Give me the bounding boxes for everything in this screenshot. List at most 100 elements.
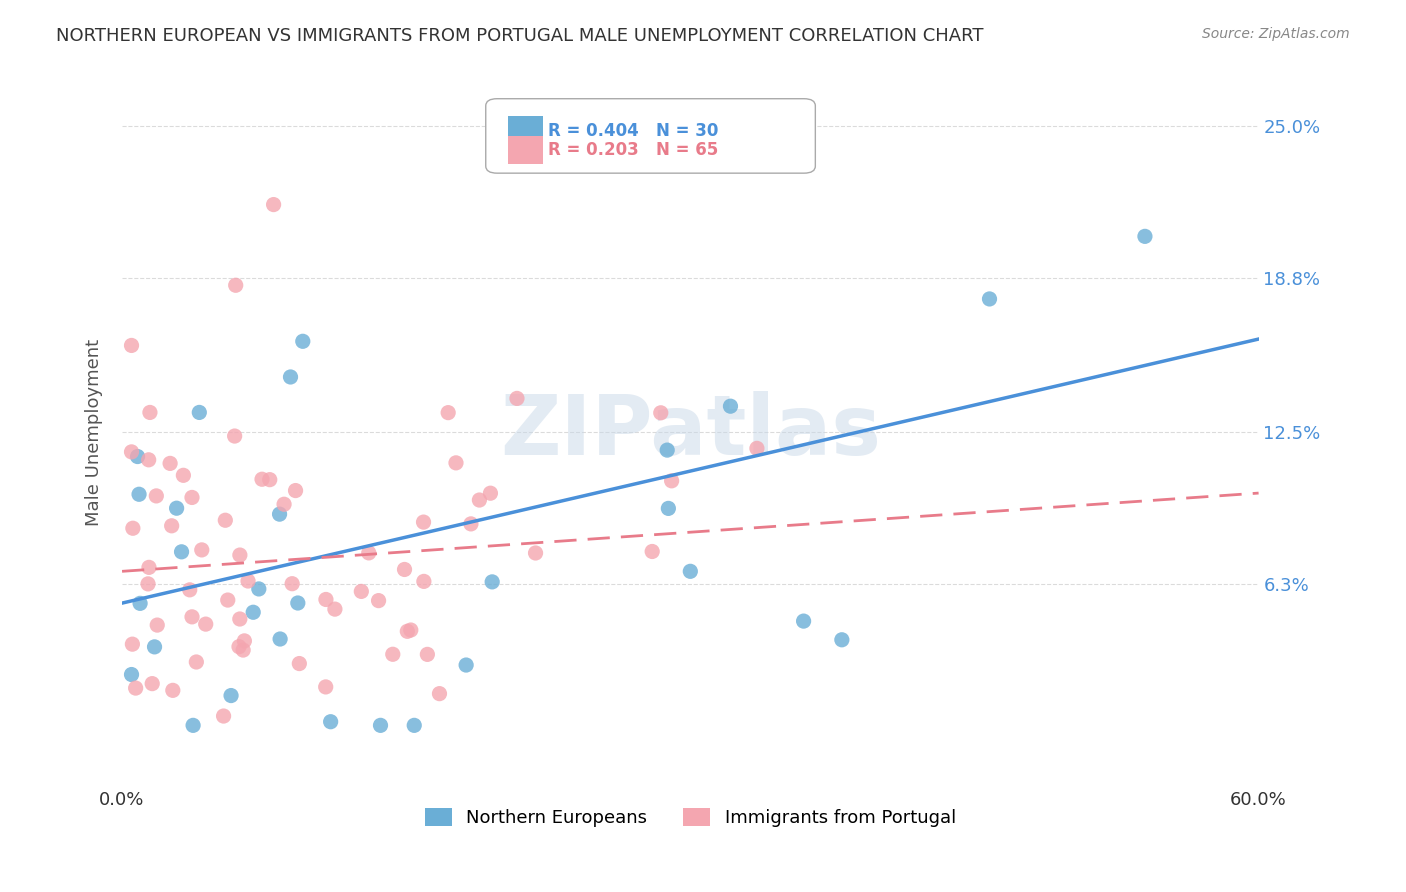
Immigrants from Portugal — [394, 562, 416, 576]
Immigrants from Portugal — [650, 406, 672, 420]
Immigrants from Portugal — [350, 584, 373, 599]
Immigrants from Portugal — [145, 489, 167, 503]
Northern Europeans — [793, 614, 815, 628]
Northern Europeans — [679, 564, 702, 578]
Immigrants from Portugal — [214, 513, 236, 527]
Text: NORTHERN EUROPEAN VS IMMIGRANTS FROM PORTUGAL MALE UNEMPLOYMENT CORRELATION CHAR: NORTHERN EUROPEAN VS IMMIGRANTS FROM POR… — [56, 27, 984, 45]
Immigrants from Portugal — [138, 560, 160, 574]
Immigrants from Portugal — [323, 602, 346, 616]
Immigrants from Portugal — [138, 452, 160, 467]
Northern Europeans — [456, 658, 478, 673]
Immigrants from Portugal — [224, 429, 246, 443]
Northern Europeans — [127, 450, 149, 464]
Immigrants from Portugal — [429, 687, 451, 701]
Immigrants from Portugal — [228, 640, 250, 654]
Northern Europeans — [121, 667, 143, 681]
Immigrants from Portugal — [179, 582, 201, 597]
Northern Europeans — [287, 596, 309, 610]
Immigrants from Portugal — [136, 577, 159, 591]
Immigrants from Portugal — [160, 518, 183, 533]
Immigrants from Portugal — [288, 657, 311, 671]
Immigrants from Portugal — [124, 681, 146, 695]
Immigrants from Portugal — [468, 493, 491, 508]
Northern Europeans — [242, 605, 264, 619]
Immigrants from Portugal — [460, 516, 482, 531]
Immigrants from Portugal — [412, 574, 434, 589]
Immigrants from Portugal — [284, 483, 307, 498]
Immigrants from Portugal — [479, 486, 502, 500]
Immigrants from Portugal — [141, 676, 163, 690]
Immigrants from Portugal — [121, 338, 143, 352]
Immigrants from Portugal — [745, 442, 768, 456]
Immigrants from Portugal — [121, 637, 143, 651]
Northern Europeans — [319, 714, 342, 729]
Immigrants from Portugal — [367, 593, 389, 607]
Text: R = 0.203   N = 65: R = 0.203 N = 65 — [548, 141, 718, 159]
Northern Europeans — [143, 640, 166, 654]
Northern Europeans — [269, 507, 291, 521]
Immigrants from Portugal — [233, 633, 256, 648]
Immigrants from Portugal — [162, 683, 184, 698]
Immigrants from Portugal — [121, 521, 143, 535]
Northern Europeans — [247, 582, 270, 596]
Immigrants from Portugal — [225, 278, 247, 293]
Immigrants from Portugal — [232, 643, 254, 657]
Immigrants from Portugal — [191, 542, 214, 557]
Text: R = 0.404   N = 30: R = 0.404 N = 30 — [548, 121, 718, 140]
Immigrants from Portugal — [186, 655, 208, 669]
Immigrants from Portugal — [159, 456, 181, 470]
Northern Europeans — [1133, 229, 1156, 244]
Immigrants from Portugal — [217, 593, 239, 607]
Northern Europeans — [657, 443, 679, 458]
Immigrants from Portugal — [416, 648, 439, 662]
Northern Europeans — [219, 689, 242, 703]
Immigrants from Portugal — [506, 392, 529, 406]
Immigrants from Portugal — [315, 592, 337, 607]
Immigrants from Portugal — [524, 546, 547, 560]
Northern Europeans — [166, 501, 188, 516]
Northern Europeans — [170, 545, 193, 559]
Immigrants from Portugal — [236, 574, 259, 588]
Immigrants from Portugal — [281, 576, 304, 591]
Northern Europeans — [280, 370, 302, 384]
Northern Europeans — [404, 718, 426, 732]
Immigrants from Portugal — [139, 405, 162, 419]
FancyBboxPatch shape — [509, 117, 543, 145]
Immigrants from Portugal — [263, 197, 285, 211]
Northern Europeans — [481, 574, 503, 589]
Immigrants from Portugal — [121, 445, 143, 459]
Immigrants from Portugal — [437, 406, 460, 420]
Immigrants from Portugal — [661, 474, 683, 488]
Immigrants from Portugal — [259, 473, 281, 487]
FancyBboxPatch shape — [509, 136, 543, 164]
Immigrants from Portugal — [381, 647, 404, 661]
Immigrants from Portugal — [229, 612, 252, 626]
Immigrants from Portugal — [396, 624, 419, 639]
Immigrants from Portugal — [229, 548, 252, 562]
Northern Europeans — [188, 405, 211, 419]
Text: Source: ZipAtlas.com: Source: ZipAtlas.com — [1202, 27, 1350, 41]
Immigrants from Portugal — [181, 610, 204, 624]
FancyBboxPatch shape — [485, 99, 815, 173]
Immigrants from Portugal — [273, 497, 295, 511]
Immigrants from Portugal — [181, 491, 204, 505]
Immigrants from Portugal — [357, 546, 380, 560]
Northern Europeans — [128, 487, 150, 501]
Immigrants from Portugal — [250, 472, 273, 486]
Northern Europeans — [129, 596, 152, 610]
Text: ZIPatlas: ZIPatlas — [499, 392, 880, 473]
Immigrants from Portugal — [444, 456, 467, 470]
Northern Europeans — [720, 399, 742, 413]
Legend: Northern Europeans, Immigrants from Portugal: Northern Europeans, Immigrants from Port… — [418, 800, 963, 834]
Immigrants from Portugal — [194, 617, 217, 632]
Northern Europeans — [291, 334, 314, 349]
Immigrants from Portugal — [412, 515, 434, 529]
Northern Europeans — [269, 632, 291, 646]
Immigrants from Portugal — [315, 680, 337, 694]
Immigrants from Portugal — [399, 623, 422, 637]
Northern Europeans — [370, 718, 392, 732]
Northern Europeans — [831, 632, 853, 647]
Northern Europeans — [181, 718, 204, 732]
Y-axis label: Male Unemployment: Male Unemployment — [86, 338, 103, 525]
Immigrants from Portugal — [641, 544, 664, 558]
